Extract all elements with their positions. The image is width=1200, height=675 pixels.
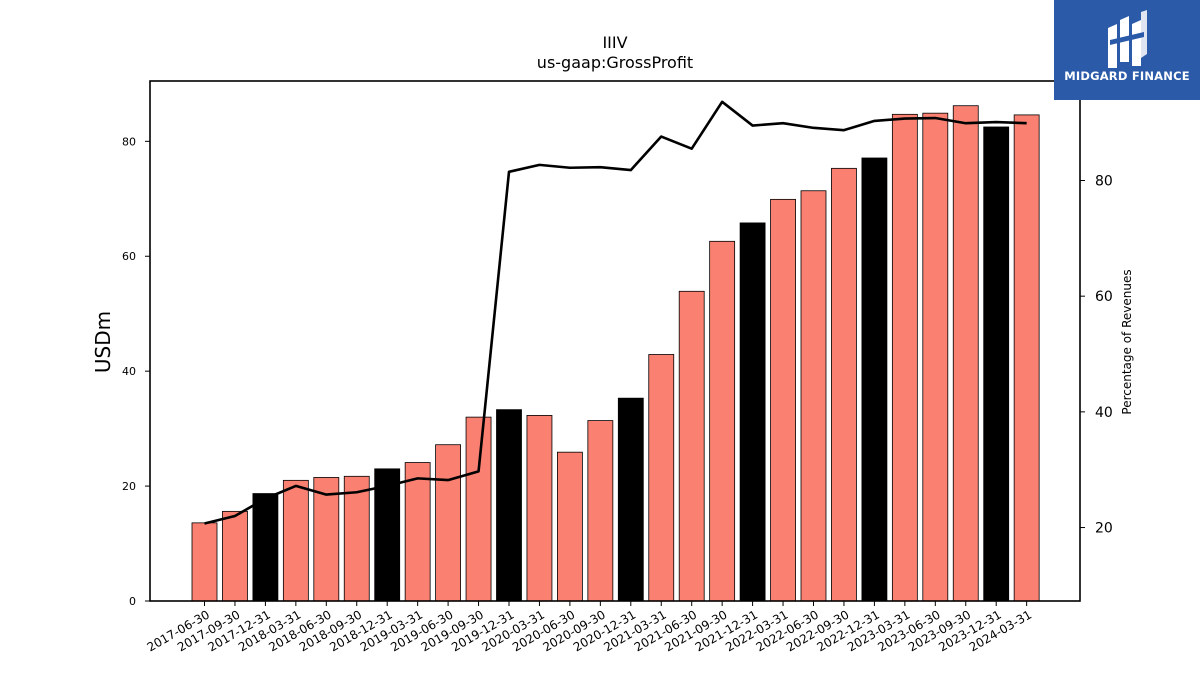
- bar-2019-03-31: [404, 462, 431, 602]
- plot-frame: [149, 80, 1081, 602]
- bar-2021-12-31: [739, 222, 766, 602]
- bar-2017-06-30: [191, 522, 218, 602]
- bar-2022-12-31: [861, 157, 888, 602]
- y-tick-label: 20: [122, 480, 136, 493]
- bar-2022-06-30: [800, 190, 827, 602]
- bar-2019-12-31: [496, 409, 522, 602]
- logo-mark-icon: [1108, 10, 1147, 68]
- bar-2017-09-30: [222, 510, 248, 602]
- bar-2022-09-30: [831, 167, 857, 602]
- bar-2023-12-31: [983, 126, 1010, 602]
- bar-2021-06-30: [678, 290, 705, 602]
- bar-2023-03-31: [891, 113, 918, 602]
- y-tick-label: 60: [122, 250, 136, 263]
- bar-2018-09-30: [343, 475, 370, 602]
- bar-2018-12-31: [374, 468, 401, 602]
- bar-2023-06-30: [922, 112, 949, 602]
- bar-2020-06-30: [557, 451, 583, 602]
- brand-logo: MIDGARD FINANCE: [1054, 0, 1200, 100]
- line-layer: [204, 100, 1027, 525]
- brand-name: MIDGARD FINANCE: [1064, 69, 1190, 83]
- y2-tick-label: 20: [1095, 521, 1113, 537]
- y2-tick-label: 40: [1095, 405, 1113, 421]
- bar-2020-03-31: [526, 415, 553, 602]
- chart-subtitle: us-gaap:GrossProfit: [537, 53, 693, 72]
- y2-tick-label: 80: [1095, 173, 1113, 189]
- y-axis-label: USDm: [91, 311, 115, 373]
- bar-2018-06-30: [313, 477, 340, 602]
- y2-tick-label: 60: [1095, 289, 1113, 305]
- y2-axis-label: Percentage of Revenues: [1120, 269, 1134, 414]
- bar-2019-06-30: [435, 444, 462, 602]
- bar-2018-03-31: [282, 479, 309, 602]
- bars-layer: [191, 105, 1040, 602]
- bar-2021-03-31: [648, 354, 675, 602]
- y-tick-label: 80: [122, 135, 136, 148]
- bar-2023-09-30: [952, 105, 979, 602]
- bar-2022-03-31: [770, 198, 796, 602]
- bar-2020-12-31: [617, 397, 644, 602]
- chart-title: IIIV: [602, 33, 627, 52]
- y-tick-label: 40: [122, 365, 136, 378]
- bar-2017-12-31: [252, 493, 279, 602]
- y-tick-label: 0: [129, 595, 136, 608]
- bar-2024-03-31: [1013, 114, 1040, 602]
- bar-2021-09-30: [709, 240, 736, 602]
- bar-2020-09-30: [587, 420, 614, 602]
- percentage-of-revenues-line: [204, 100, 1027, 525]
- bar-2019-09-30: [465, 416, 492, 602]
